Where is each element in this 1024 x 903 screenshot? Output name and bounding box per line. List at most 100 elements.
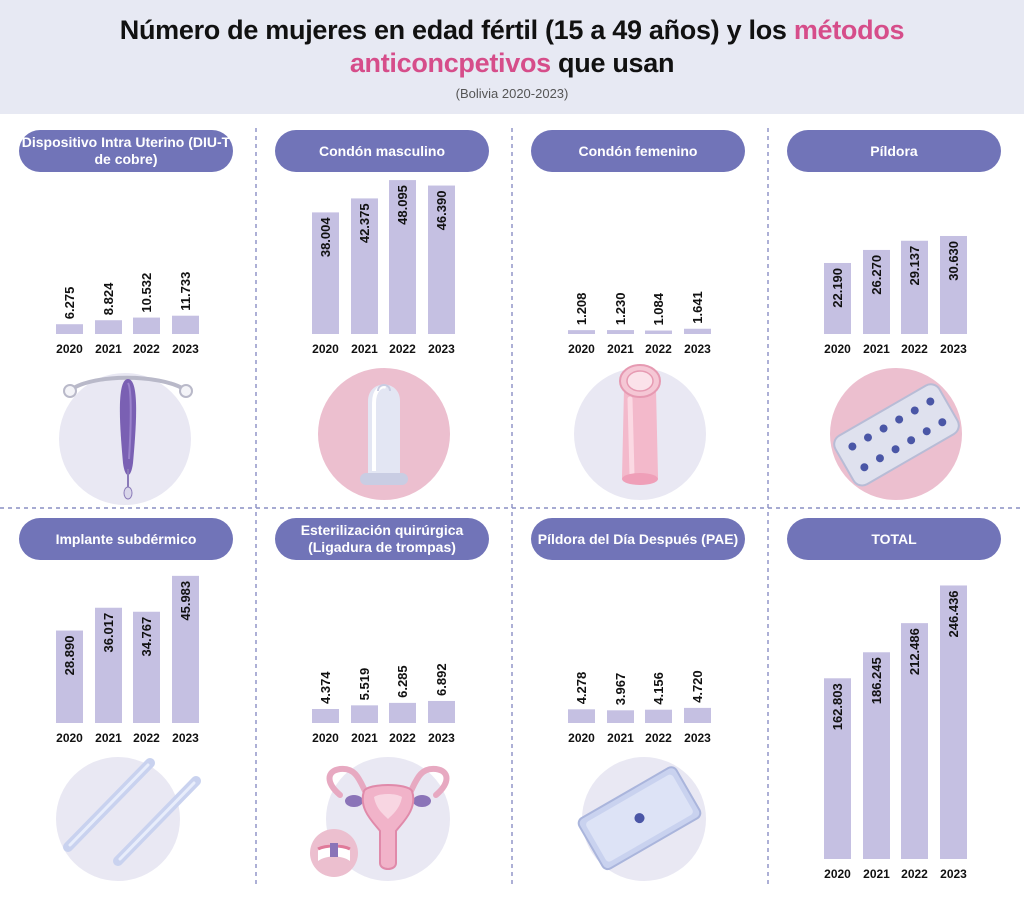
- panel-pae: Píldora del Día Después (PAE) 4.278 2020 3…: [512, 508, 768, 903]
- x-tick-label: 2021: [863, 867, 890, 881]
- data-label-2021: 36.017: [101, 613, 116, 653]
- x-tick-label: 2022: [389, 731, 416, 745]
- data-label-2020: 38.004: [318, 217, 333, 258]
- data-label-2022: 48.095: [395, 185, 410, 225]
- panel-sterilization: Esterilización quirúrgica (Ligadura de t…: [256, 508, 512, 903]
- data-label-2021: 26.270: [869, 255, 884, 295]
- x-tick-label: 2023: [684, 731, 711, 745]
- title-highlight-1: métodos: [793, 15, 905, 45]
- uterus-icon: [310, 757, 450, 881]
- data-label-2020: 28.890: [62, 636, 77, 676]
- bar-chart-diu: 6.275 2020 8.824 2021 10.532 2022 11.733 2023: [56, 272, 199, 356]
- x-tick-label: 2020: [56, 731, 83, 745]
- x-tick-label: 2022: [645, 731, 672, 745]
- bar-2021: [95, 607, 122, 723]
- bar-2022: [389, 180, 416, 334]
- bar-chart-female-condom: 1.208 2020 1.230 2021 1.084 2022 1.641 2023: [568, 291, 711, 356]
- bar-2021: [351, 705, 378, 723]
- data-label-2020: 22.190: [830, 268, 845, 308]
- panel-title: Dispositivo Intra Uterino (DIU-T de cobr…: [19, 130, 233, 172]
- male-condom-icon: [318, 368, 450, 500]
- x-tick-label: 2021: [95, 342, 122, 356]
- bar-2021: [863, 652, 890, 859]
- panel-total: TOTAL 162.803 2020 186.245 2021 212.486 2022 2…: [768, 508, 1024, 903]
- bar-2022: [389, 702, 416, 723]
- bar-2020: [568, 330, 595, 334]
- bar-2020: [312, 212, 339, 334]
- iud-icon: [59, 373, 193, 505]
- x-tick-label: 2021: [95, 731, 122, 745]
- female-condom-icon: [574, 364, 706, 500]
- data-label-2021: 8.824: [101, 282, 116, 315]
- data-label-2022: 4.156: [651, 672, 666, 705]
- data-label-2023: 46.390: [434, 191, 449, 231]
- horizontal-divider: [0, 507, 1024, 509]
- bar-2022: [901, 623, 928, 859]
- pill-blister-icon: [830, 368, 962, 500]
- bar-chart-total: 162.803 2020 186.245 2021 212.486 2022 246.436…: [824, 585, 967, 881]
- x-tick-label: 2022: [133, 731, 160, 745]
- x-tick-label: 2020: [568, 731, 595, 745]
- bar-2020: [312, 709, 339, 723]
- data-label-2021: 5.519: [357, 668, 372, 701]
- bar-2023: [940, 235, 967, 334]
- bar-2022: [645, 330, 672, 334]
- x-tick-label: 2022: [389, 342, 416, 356]
- x-tick-label: 2022: [901, 867, 928, 881]
- data-label-2023: 45.983: [178, 581, 193, 621]
- data-label-2022: 34.767: [139, 617, 154, 657]
- x-tick-label: 2023: [940, 867, 967, 881]
- x-tick-label: 2021: [351, 342, 378, 356]
- panel-title: TOTAL: [787, 518, 1001, 560]
- page-subtitle: (Bolivia 2020-2023): [455, 86, 569, 101]
- data-label-2021: 1.230: [613, 293, 628, 326]
- x-tick-label: 2020: [824, 867, 851, 881]
- panel-title: Píldora del Día Después (PAE): [531, 518, 745, 560]
- panel-title: Esterilización quirúrgica (Ligadura de t…: [275, 518, 489, 560]
- bar-2021: [95, 320, 122, 334]
- data-label-2023: 4.720: [690, 670, 705, 703]
- panel-title: Píldora: [787, 130, 1001, 172]
- data-label-2023: 246.436: [946, 590, 961, 637]
- panel-implant: Implante subdérmico 28.890 2020 36.017 2021…: [0, 508, 256, 903]
- data-label-2022: 29.137: [907, 246, 922, 286]
- bar-2020: [56, 630, 83, 723]
- bar-2020: [824, 262, 851, 334]
- data-label-2022: 212.486: [907, 628, 922, 675]
- bar-2023: [940, 585, 967, 859]
- x-tick-label: 2021: [607, 342, 634, 356]
- bar-2020: [568, 709, 595, 723]
- x-tick-label: 2020: [824, 342, 851, 356]
- bar-chart-male-condom: 38.004 2020 42.375 2021 48.095 2022 46.390 2023: [312, 180, 455, 356]
- title-part-2: que usan: [550, 48, 675, 78]
- title-highlight-2: anticoncpetivos: [349, 48, 551, 78]
- bar-2023: [172, 315, 199, 334]
- bar-2020: [56, 324, 83, 334]
- data-label-2023: 1.641: [690, 291, 705, 324]
- data-label-2020: 6.275: [62, 287, 77, 320]
- bar-2022: [645, 709, 672, 723]
- data-label-2022: 6.285: [395, 665, 410, 698]
- panel-male-condom: Condón masculino 38.004 2020 42.375 2021 48.…: [256, 114, 512, 508]
- x-tick-label: 2020: [312, 342, 339, 356]
- bar-2022: [901, 240, 928, 334]
- x-tick-label: 2022: [133, 342, 160, 356]
- bar-2022: [133, 611, 160, 723]
- data-label-2023: 30.630: [946, 241, 961, 281]
- emergency-pill-icon: [577, 757, 706, 881]
- data-label-2020: 1.208: [574, 293, 589, 326]
- x-tick-label: 2021: [607, 731, 634, 745]
- x-tick-label: 2020: [568, 342, 595, 356]
- data-label-2021: 186.245: [869, 657, 884, 704]
- bar-2021: [351, 198, 378, 334]
- header: Número de mujeres en edad fértil (15 a 4…: [0, 0, 1024, 114]
- x-tick-label: 2023: [940, 342, 967, 356]
- data-label-2021: 42.375: [357, 203, 372, 243]
- bar-chart-pill: 22.190 2020 26.270 2021 29.137 2022 30.630 2023: [824, 235, 967, 356]
- data-label-2021: 3.967: [613, 673, 628, 706]
- bar-2021: [607, 710, 634, 723]
- x-tick-label: 2021: [351, 731, 378, 745]
- data-label-2022: 1.084: [651, 292, 666, 325]
- data-label-2020: 4.374: [318, 671, 333, 704]
- data-label-2023: 6.892: [434, 663, 449, 696]
